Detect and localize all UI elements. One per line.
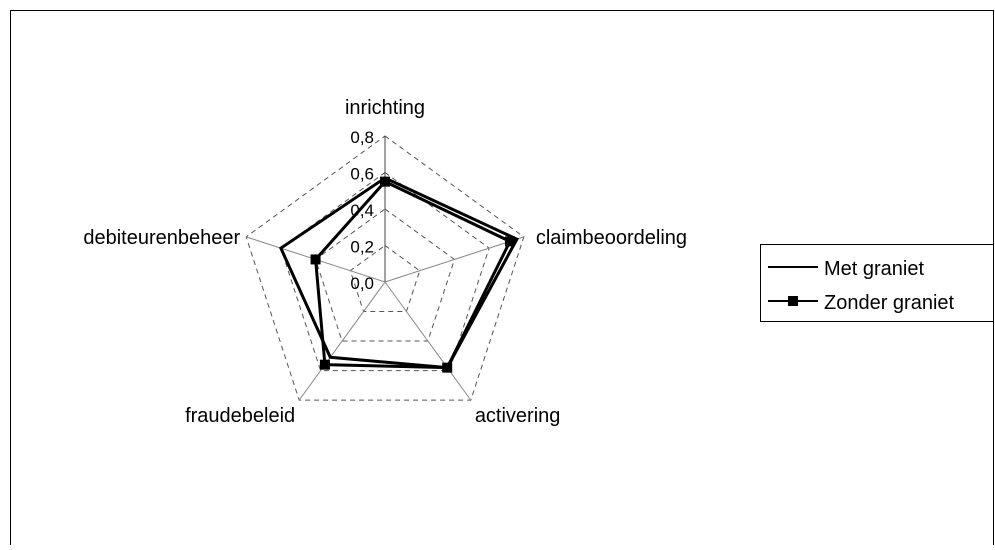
tick-label-2: 0,4 (350, 201, 374, 220)
category-label-activering: activering (475, 405, 561, 427)
point-zonder-graniet-debiteurenbeheer (310, 254, 321, 265)
spoke-fraudebeleid (298, 281, 386, 401)
tick-label-0: 0,0 (350, 274, 374, 293)
tick-label-layer: 0,0 0,2 0,4 0,6 0,8 (350, 128, 374, 293)
category-label-layer: inrichting claimbeoordeling activering frau… (83, 97, 687, 427)
series-line-zonder-graniet (314, 179, 512, 370)
point-zonder-graniet-fraudebeleid (319, 359, 330, 370)
series-layer (278, 176, 519, 373)
series-line-met-graniet (278, 176, 519, 370)
legend-marker-zonder-graniet (788, 296, 798, 306)
category-label-inrichting: inrichting (345, 97, 425, 119)
category-label-claimbeoordeling: claimbeoordeling (536, 227, 687, 249)
category-label-debiteurenbeheer: debiteurenbeheer (83, 227, 240, 249)
tick-label-1: 0,2 (350, 238, 374, 257)
point-zonder-graniet-inrichting (380, 176, 390, 187)
point-zonder-graniet-claimbeoordeling (504, 236, 515, 247)
point-zonder-graniet-activering (442, 362, 453, 373)
tick-label-3: 0,6 (350, 165, 374, 184)
spoke-claimbeoordeling (384, 236, 525, 283)
axis-layer (245, 136, 525, 401)
legend-box (760, 244, 994, 322)
tick-label-4: 0,8 (350, 128, 374, 147)
legend: Met graniet Zonder graniet (760, 244, 994, 322)
category-label-fraudebeleid: fraudebeleid (185, 405, 295, 427)
legend-label-zonder-graniet: Zonder graniet (824, 292, 955, 314)
grid-ring-4 (245, 135, 525, 401)
spoke-activering (384, 281, 472, 401)
legend-label-met-graniet: Met graniet (824, 258, 924, 280)
grid-layer (245, 135, 525, 401)
